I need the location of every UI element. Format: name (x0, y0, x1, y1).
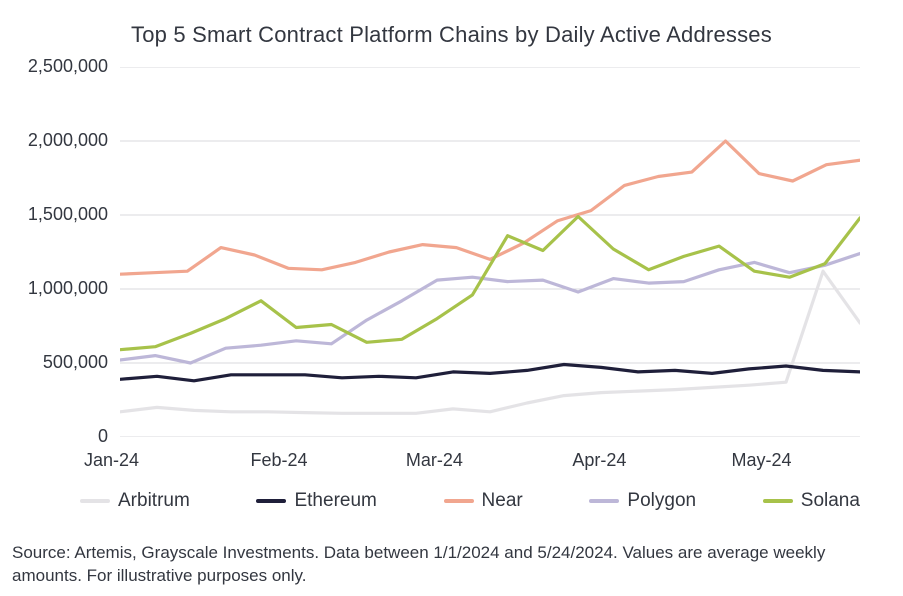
legend-item-arbitrum: Arbitrum (80, 490, 190, 512)
series-ethereum (120, 365, 860, 381)
x-axis-label: May-24 (732, 450, 792, 471)
series-near (120, 141, 860, 274)
legend-item-ethereum: Ethereum (256, 490, 376, 512)
chart-title: Top 5 Smart Contract Platform Chains by … (0, 0, 903, 48)
legend: Arbitrum Ethereum Near Polygon Solana (80, 490, 860, 512)
legend-label: Polygon (627, 490, 696, 512)
x-axis-label: Mar-24 (406, 450, 463, 471)
legend-label: Arbitrum (118, 490, 190, 512)
y-axis-label: 500,000 (0, 352, 108, 373)
legend-swatch (589, 499, 619, 503)
series-arbitrum (120, 271, 860, 413)
legend-swatch (444, 499, 474, 503)
legend-label: Near (482, 490, 523, 512)
series-solana (120, 217, 860, 350)
x-axis-label: Apr-24 (572, 450, 626, 471)
y-axis-label: 2,000,000 (0, 130, 108, 151)
legend-item-solana: Solana (763, 490, 860, 512)
legend-item-near: Near (444, 490, 523, 512)
legend-label: Ethereum (294, 490, 376, 512)
series-polygon (120, 254, 860, 364)
y-axis-label: 2,500,000 (0, 56, 108, 77)
line-chart (120, 67, 860, 437)
x-axis-label: Jan-24 (84, 450, 139, 471)
chart-area: 0 500,000 1,000,000 1,500,000 2,000,000 2,500… (0, 55, 903, 455)
x-axis-label: Feb-24 (251, 450, 308, 471)
legend-label: Solana (801, 490, 860, 512)
y-axis-label: 1,000,000 (0, 278, 108, 299)
source-note: Source: Artemis, Grayscale Investments. … (12, 542, 882, 588)
y-axis-label: 1,500,000 (0, 204, 108, 225)
legend-swatch (80, 499, 110, 503)
y-axis-label: 0 (0, 426, 108, 447)
legend-item-polygon: Polygon (589, 490, 696, 512)
legend-swatch (256, 499, 286, 503)
legend-swatch (763, 499, 793, 503)
